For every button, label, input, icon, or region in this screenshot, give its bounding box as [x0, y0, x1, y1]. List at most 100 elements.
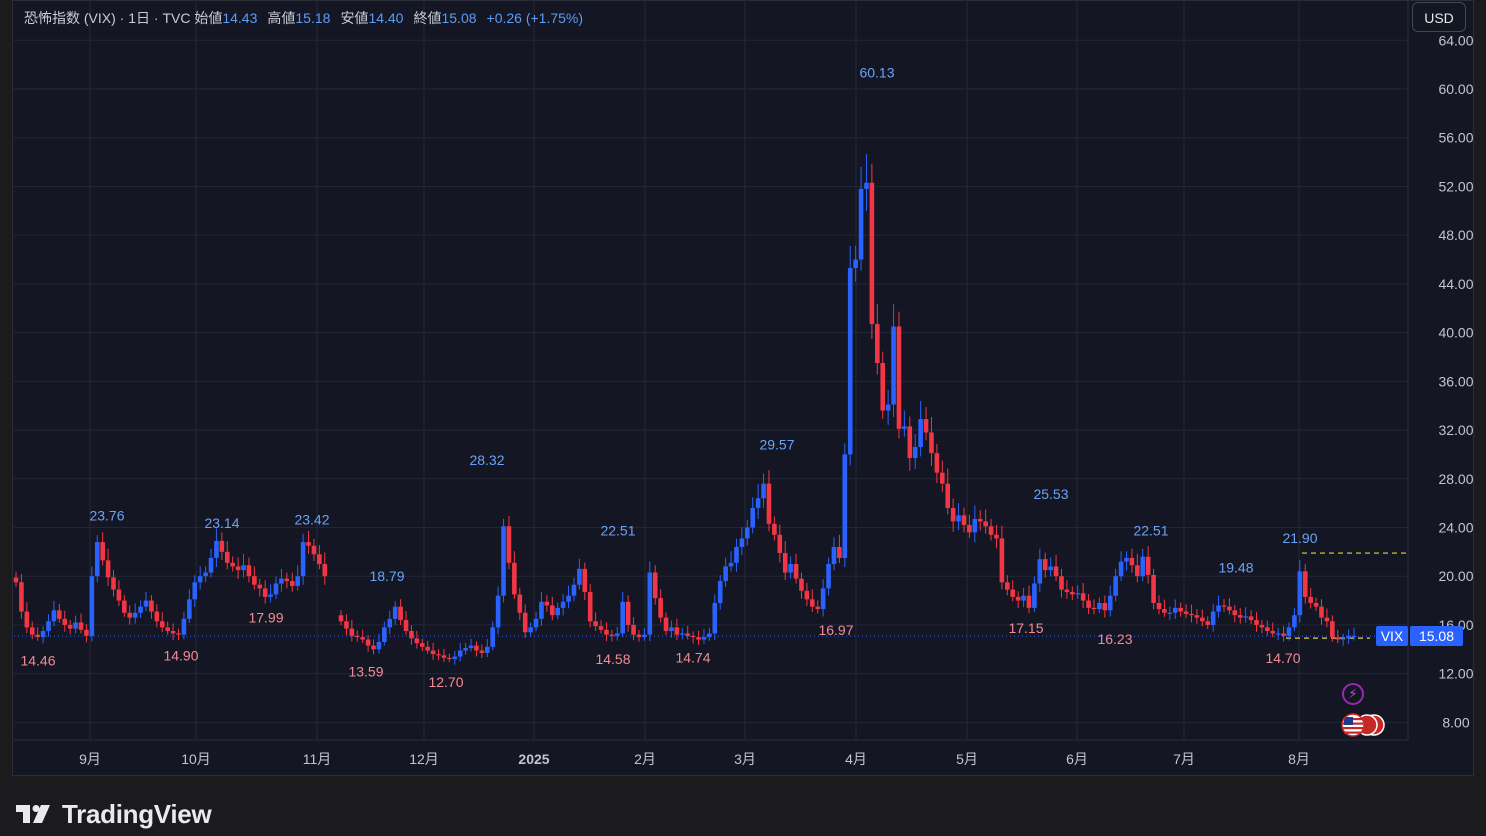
- candle-body[interactable]: [674, 627, 680, 635]
- candle-body[interactable]: [235, 566, 241, 571]
- candle-body[interactable]: [560, 601, 566, 608]
- candle-body[interactable]: [744, 527, 750, 539]
- candle-body[interactable]: [1162, 609, 1167, 613]
- candle-body[interactable]: [1313, 602, 1319, 607]
- candle-body[interactable]: [1189, 613, 1194, 616]
- candle-body[interactable]: [447, 657, 452, 660]
- candle-body[interactable]: [322, 564, 328, 577]
- candle-body[interactable]: [1010, 589, 1016, 597]
- candle-body[interactable]: [40, 631, 46, 638]
- candle-body[interactable]: [1319, 606, 1324, 618]
- candle-body[interactable]: [35, 634, 40, 638]
- candle-body[interactable]: [1216, 605, 1221, 612]
- candle-body[interactable]: [192, 582, 198, 600]
- candle-body[interactable]: [360, 637, 365, 640]
- candle-body[interactable]: [1270, 631, 1276, 634]
- candle-body[interactable]: [826, 564, 831, 589]
- candle-body[interactable]: [1107, 595, 1113, 611]
- candle-body[interactable]: [24, 611, 30, 628]
- candle-body[interactable]: [761, 483, 766, 499]
- candle-body[interactable]: [728, 562, 734, 567]
- candle-body[interactable]: [1308, 596, 1313, 603]
- candle-body[interactable]: [29, 627, 35, 635]
- candle-body[interactable]: [495, 595, 501, 628]
- candle-body[interactable]: [181, 618, 187, 635]
- candle-body[interactable]: [409, 631, 414, 639]
- candle-body[interactable]: [1340, 638, 1346, 640]
- candle-body[interactable]: [555, 607, 561, 616]
- candle-body[interactable]: [1075, 593, 1081, 595]
- candle-body[interactable]: [1032, 583, 1037, 608]
- candle-body[interactable]: [1351, 635, 1357, 638]
- candle-body[interactable]: [739, 538, 745, 547]
- symbol-title[interactable]: 恐怖指数 (VIX): [24, 10, 116, 26]
- candle-body[interactable]: [891, 326, 896, 405]
- candle-body[interactable]: [1064, 589, 1070, 593]
- candle-body[interactable]: [46, 621, 51, 632]
- candle-body[interactable]: [885, 404, 891, 411]
- candle-body[interactable]: [983, 521, 988, 527]
- candle-body[interactable]: [647, 572, 653, 635]
- candle-body[interactable]: [208, 557, 214, 573]
- candle-body[interactable]: [1026, 595, 1032, 608]
- candle-body[interactable]: [89, 576, 95, 636]
- candle-body[interactable]: [1053, 566, 1059, 577]
- candle-body[interactable]: [1135, 565, 1140, 577]
- candle-body[interactable]: [387, 618, 393, 628]
- candle-body[interactable]: [788, 564, 793, 573]
- candle-body[interactable]: [972, 518, 978, 533]
- candle-body[interactable]: [1124, 557, 1129, 562]
- us-flag-icon[interactable]: [1340, 712, 1390, 738]
- brand-logo[interactable]: TradingView: [16, 798, 212, 830]
- candle-body[interactable]: [1070, 592, 1075, 595]
- candle-body[interactable]: [51, 610, 57, 622]
- candle-body[interactable]: [614, 633, 620, 636]
- candle-body[interactable]: [598, 626, 604, 630]
- candle-body[interactable]: [127, 612, 133, 618]
- candle-body[interactable]: [1330, 621, 1335, 638]
- candle-body[interactable]: [1205, 621, 1211, 625]
- candle-body[interactable]: [371, 645, 376, 650]
- candle-body[interactable]: [923, 419, 929, 433]
- candle-body[interactable]: [295, 576, 300, 586]
- candle-body[interactable]: [1248, 616, 1254, 621]
- candle-body[interactable]: [1183, 611, 1189, 614]
- candle-body[interactable]: [284, 578, 290, 582]
- candle-body[interactable]: [1156, 602, 1162, 610]
- candle-body[interactable]: [994, 534, 999, 539]
- candle-body[interactable]: [1292, 615, 1297, 628]
- candle-body[interactable]: [344, 621, 349, 629]
- candle-body[interactable]: [501, 526, 506, 596]
- candle-body[interactable]: [268, 594, 273, 597]
- candle-body[interactable]: [111, 577, 116, 590]
- candle-body[interactable]: [539, 601, 544, 619]
- candle-body[interactable]: [620, 601, 626, 634]
- candle-body[interactable]: [820, 588, 826, 610]
- candle-body[interactable]: [1324, 617, 1330, 622]
- candle-body[interactable]: [777, 534, 783, 554]
- candle-body[interactable]: [474, 645, 479, 651]
- candle-body[interactable]: [799, 578, 804, 591]
- candle-body[interactable]: [950, 507, 956, 522]
- candle-body[interactable]: [100, 542, 105, 561]
- candle-body[interactable]: [306, 542, 311, 546]
- candle-body[interactable]: [571, 584, 577, 596]
- candle-body[interactable]: [365, 639, 371, 646]
- candle-body[interactable]: [354, 635, 360, 638]
- candle-body[interactable]: [766, 483, 772, 524]
- candle-body[interactable]: [257, 584, 263, 589]
- candle-body[interactable]: [149, 600, 154, 612]
- candle-body[interactable]: [398, 606, 403, 621]
- candle-body[interactable]: [631, 624, 636, 635]
- candle-body[interactable]: [419, 643, 425, 647]
- candle-body[interactable]: [1237, 615, 1243, 618]
- candle-body[interactable]: [696, 637, 701, 640]
- candle-body[interactable]: [1167, 612, 1173, 614]
- candle-body[interactable]: [436, 654, 441, 656]
- candle-body[interactable]: [929, 432, 934, 454]
- candle-body[interactable]: [685, 633, 691, 636]
- candle-body[interactable]: [750, 507, 756, 528]
- candle-body[interactable]: [165, 627, 170, 632]
- candle-body[interactable]: [241, 565, 246, 571]
